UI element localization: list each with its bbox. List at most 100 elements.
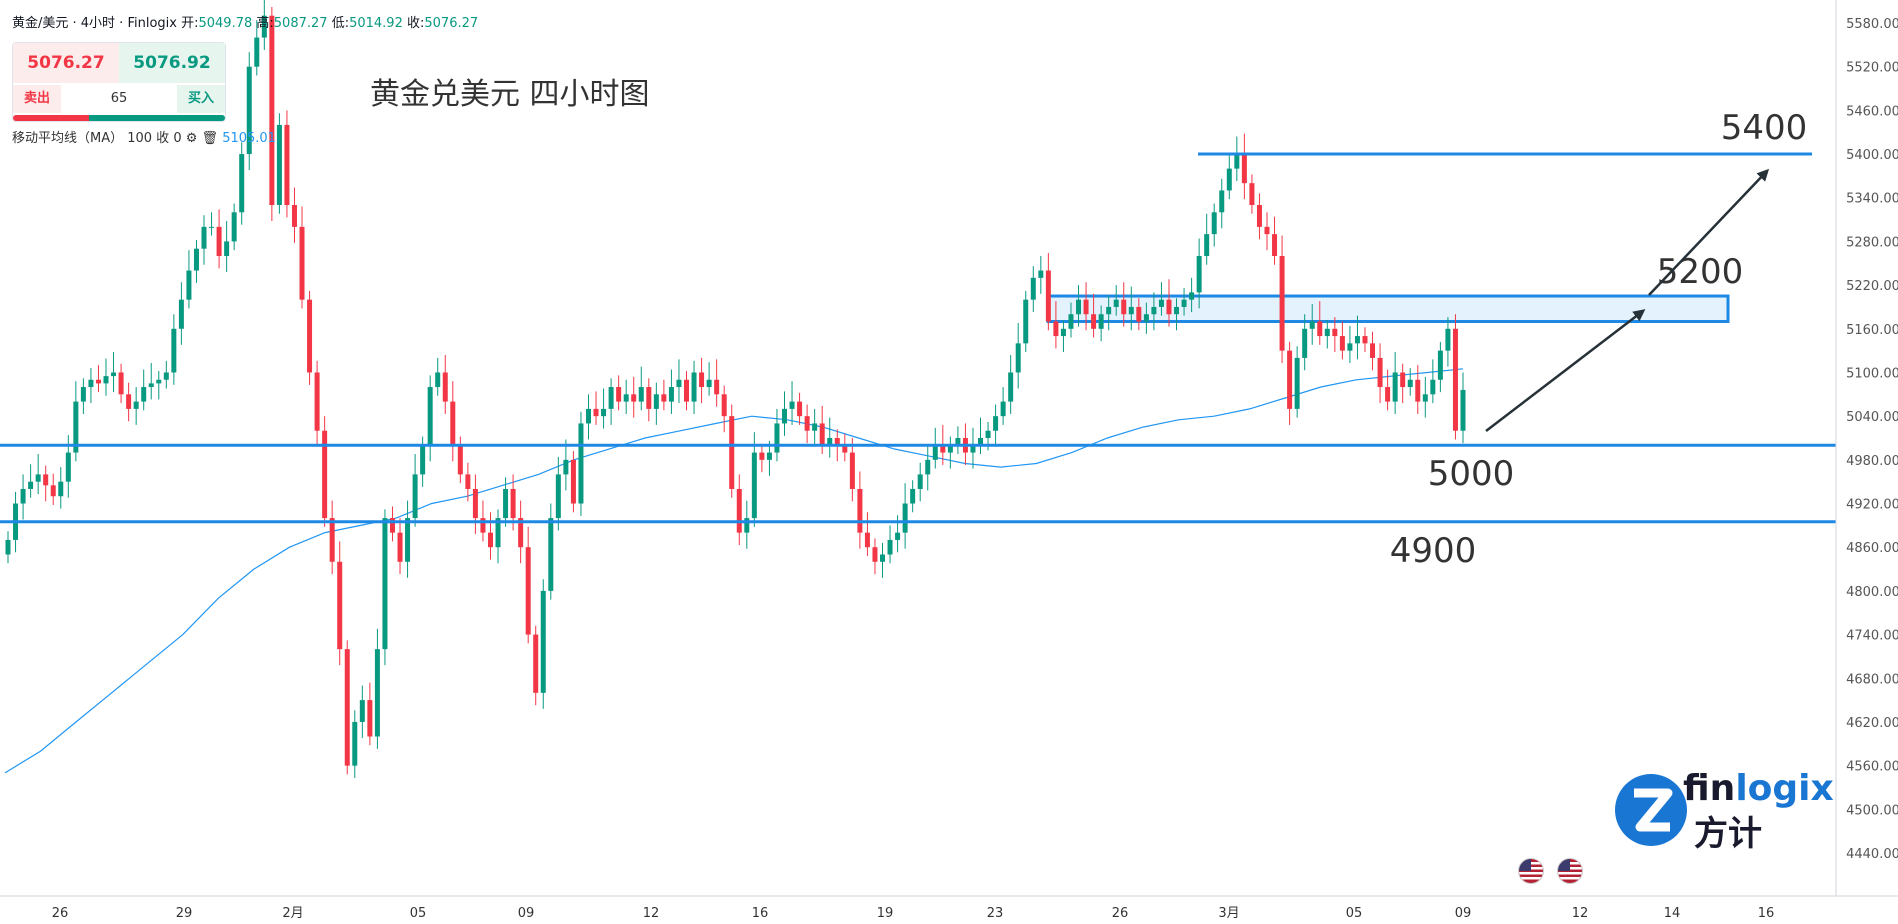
- candle: [1023, 290, 1029, 353]
- candle: [442, 355, 448, 414]
- candle: [201, 215, 207, 265]
- candle-body: [932, 445, 938, 460]
- candle-body: [638, 387, 644, 402]
- candle-body: [623, 394, 629, 402]
- candle: [367, 682, 373, 746]
- candle: [148, 363, 154, 400]
- candle-body: [1287, 350, 1293, 409]
- candle: [472, 474, 478, 535]
- candle-body: [1354, 336, 1360, 344]
- candle-body: [834, 438, 840, 446]
- candle-body: [224, 241, 230, 256]
- candle: [683, 371, 689, 411]
- candle-body: [668, 387, 674, 402]
- low-label: 低:: [331, 16, 350, 31]
- candle-body: [1370, 343, 1376, 358]
- candle-body: [1219, 190, 1225, 213]
- candle: [299, 206, 305, 309]
- level-label: 5000: [1428, 454, 1515, 494]
- candle-body: [291, 205, 297, 227]
- price-tick-label: 5580.00: [1846, 17, 1898, 32]
- logo-subtext: 方计: [1694, 814, 1762, 854]
- quantity-input[interactable]: 65: [110, 91, 128, 106]
- candle: [548, 503, 554, 600]
- candle: [186, 250, 192, 309]
- candle: [774, 408, 780, 462]
- candle: [744, 500, 750, 549]
- candle: [337, 541, 343, 666]
- level-label: 5400: [1721, 108, 1808, 148]
- candle-body: [827, 438, 833, 446]
- candle: [676, 359, 682, 404]
- buy-price[interactable]: 5076.92: [119, 43, 225, 83]
- candle-body: [405, 518, 411, 562]
- candle: [1241, 133, 1247, 200]
- candle-body: [646, 387, 652, 409]
- candle-body: [993, 416, 999, 431]
- candle-body: [1294, 357, 1300, 409]
- candle: [623, 379, 629, 414]
- candle-body: [28, 481, 34, 489]
- candle: [495, 509, 501, 564]
- candle-body: [1151, 306, 1157, 315]
- ma-legend[interactable]: 移动平均线（MA） 100 收 0 ⚙ 🗑 5105.01: [12, 127, 276, 146]
- sell-button[interactable]: 卖出: [13, 85, 61, 113]
- candle: [872, 538, 878, 575]
- candle-body: [857, 488, 863, 533]
- candle: [1415, 365, 1421, 414]
- candle: [1076, 285, 1082, 327]
- candle: [126, 382, 132, 422]
- candle-body: [661, 394, 667, 402]
- candle-body: [1452, 328, 1458, 431]
- candle: [736, 474, 742, 546]
- candle-body: [947, 445, 953, 453]
- candle: [1091, 293, 1097, 338]
- candle-body: [699, 372, 705, 388]
- sell-price[interactable]: 5076.27: [13, 43, 119, 83]
- symbol-name[interactable]: 黄金/美元 · 4小时 · Finlogix: [12, 16, 177, 31]
- candle-body: [683, 379, 689, 402]
- settings-icon[interactable]: ⚙: [185, 131, 198, 146]
- candle: [1068, 302, 1074, 338]
- us-flag-icon[interactable]: [1557, 858, 1583, 884]
- candle: [540, 579, 546, 709]
- price-tick-label: 5100.00: [1846, 366, 1898, 381]
- candle-body: [525, 547, 531, 635]
- candle-body: [43, 474, 49, 486]
- candle-body: [118, 372, 124, 395]
- time-tick-label: 05: [1346, 906, 1363, 921]
- us-flag-icon[interactable]: [1518, 858, 1544, 884]
- candle: [352, 710, 358, 779]
- candle-body: [1272, 234, 1278, 256]
- candle-body: [141, 387, 147, 402]
- finlogix-z-logo-icon: [1615, 774, 1687, 846]
- candle: [73, 381, 79, 462]
- price-tick-label: 4500.00: [1846, 803, 1898, 818]
- delete-icon[interactable]: 🗑: [201, 131, 219, 146]
- candle: [1460, 372, 1466, 444]
- time-axis[interactable]: 26 29 2月 05 09 12 16 19 23 26 3月 05 09 12 14 16: [52, 906, 1775, 921]
- candle-body: [216, 226, 222, 256]
- candle-body: [578, 423, 584, 504]
- candle-body: [329, 518, 335, 562]
- buy-button[interactable]: 买入: [177, 85, 225, 113]
- projection-arrow: [1648, 168, 1770, 296]
- candle: [1136, 298, 1142, 331]
- price-axis[interactable]: 5580.00 5520.00 5460.00 5400.00 5340.00 5280.…: [0, 0, 1898, 897]
- candle-body: [65, 452, 71, 482]
- candle: [706, 362, 712, 396]
- candle-body: [729, 416, 735, 489]
- candle: [1098, 305, 1104, 342]
- candle-body: [95, 379, 101, 384]
- candle: [307, 290, 313, 385]
- candle: [525, 526, 531, 644]
- time-tick-label: 12: [643, 906, 660, 921]
- candle-body: [442, 372, 448, 402]
- price-tick-label: 4680.00: [1846, 672, 1898, 687]
- candle-body: [1181, 299, 1187, 307]
- candle-body: [797, 401, 803, 417]
- candle: [1060, 320, 1066, 353]
- candle: [789, 381, 795, 425]
- candle: [1362, 327, 1368, 353]
